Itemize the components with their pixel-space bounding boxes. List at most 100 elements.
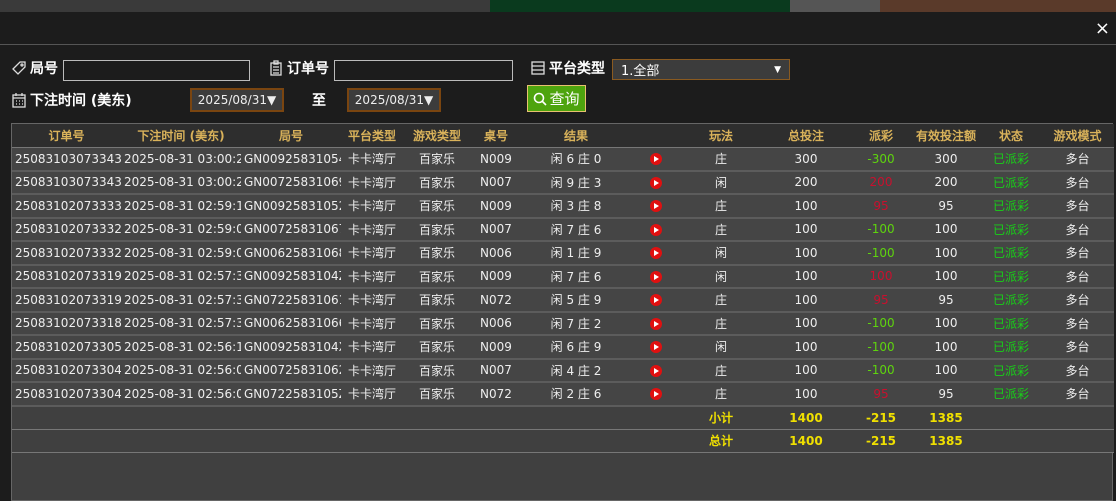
total-cell xyxy=(631,429,681,453)
round-id-cell: GN00625831068 xyxy=(241,241,341,266)
close-icon[interactable]: × xyxy=(1094,18,1110,39)
payout-cell: -100 xyxy=(851,241,911,266)
platform-cell: 卡卡湾厅 xyxy=(341,358,403,383)
game-mode-cell: 多台 xyxy=(1041,170,1114,195)
order-id-cell: 250831020733042 xyxy=(12,382,121,407)
result-cell: 闲 5 庄 9 xyxy=(521,288,631,313)
bet-time-cell: 2025-08-31 02:59:07 xyxy=(121,217,241,242)
total-bet-cell: 100 xyxy=(761,264,851,289)
game-type-cell: 百家乐 xyxy=(403,194,471,219)
play-video-icon[interactable] xyxy=(650,176,662,189)
query-button[interactable]: 查询 xyxy=(527,85,586,112)
play-video-icon[interactable] xyxy=(650,270,662,283)
total-bet-cell: 100 xyxy=(761,335,851,360)
play-video-icon[interactable] xyxy=(650,247,662,260)
table-row: 250831020733191 2025-08-31 02:57:32 GN0722… xyxy=(12,288,1114,313)
order-id-cell: 250831020733055 xyxy=(12,335,121,360)
total-bet-cell: 200 xyxy=(761,170,851,195)
play-video-icon[interactable] xyxy=(650,153,662,165)
total-cell xyxy=(241,429,341,453)
valid-bet-cell: 100 xyxy=(911,335,981,360)
bet-type-cell: 庄 xyxy=(681,311,761,336)
play-video-icon[interactable] xyxy=(650,364,662,377)
play-video-icon[interactable] xyxy=(650,317,662,330)
status-cell: 已派彩 xyxy=(981,170,1041,195)
replay-cell xyxy=(631,147,681,172)
game-type-cell: 百家乐 xyxy=(403,382,471,407)
status-cell: 已派彩 xyxy=(981,358,1041,383)
order-id-cell: 250831020733044 xyxy=(12,358,121,383)
total-bet-cell: 100 xyxy=(761,311,851,336)
round-input[interactable] xyxy=(63,60,250,81)
result-cell: 闲 6 庄 0 xyxy=(521,147,631,172)
subtotal-cell: -215 xyxy=(851,405,911,430)
payout-cell: -100 xyxy=(851,358,911,383)
date-to-picker[interactable]: 2025/08/31▼ xyxy=(347,88,441,112)
round-id-cell: GN00925831054 xyxy=(241,147,341,172)
platform-cell: 卡卡湾厅 xyxy=(341,382,403,407)
result-cell: 闲 9 庄 3 xyxy=(521,170,631,195)
bet-type-cell: 闲 xyxy=(681,170,761,195)
result-cell: 闲 6 庄 9 xyxy=(521,335,631,360)
status-cell: 已派彩 xyxy=(981,335,1041,360)
round-label: 局号 xyxy=(11,58,58,78)
payout-cell: -300 xyxy=(851,147,911,172)
game-type-cell: 百家乐 xyxy=(403,264,471,289)
table-row: 250831020733325 2025-08-31 02:59:07 GN0072… xyxy=(12,217,1114,242)
game-mode-cell: 多台 xyxy=(1041,147,1114,172)
result-cell: 闲 3 庄 8 xyxy=(521,194,631,219)
table-no-cell: N009 xyxy=(471,264,521,289)
column-header: 总投注 xyxy=(761,124,851,148)
date-from-picker[interactable]: 2025/08/31▼ xyxy=(190,88,284,112)
replay-cell xyxy=(631,241,681,266)
valid-bet-cell: 95 xyxy=(911,288,981,313)
bet-time-cell: 2025-08-31 02:59:05 xyxy=(121,241,241,266)
status-cell: 已派彩 xyxy=(981,288,1041,313)
platform-select[interactable]: 1.全部 ▼ xyxy=(612,59,790,80)
table-row: 250831020733330 2025-08-31 02:59:10 GN0092… xyxy=(12,194,1114,219)
play-video-icon[interactable] xyxy=(650,294,662,307)
total-cell: 1400 xyxy=(761,429,851,453)
table-no-cell: N007 xyxy=(471,358,521,383)
subtotal-cell xyxy=(521,405,631,430)
column-header: 有效投注额 xyxy=(911,124,981,148)
payout-cell: 95 xyxy=(851,194,911,219)
platform-cell: 卡卡湾厅 xyxy=(341,194,403,219)
valid-bet-cell: 200 xyxy=(911,170,981,195)
bet-time-cell: 2025-08-31 02:57:30 xyxy=(121,311,241,336)
play-video-icon[interactable] xyxy=(650,223,662,236)
table-no-cell: N009 xyxy=(471,194,521,219)
subtotal-cell xyxy=(631,405,681,430)
bet-type-cell: 闲 xyxy=(681,335,761,360)
total-bet-cell: 100 xyxy=(761,358,851,383)
game-mode-cell: 多台 xyxy=(1041,311,1114,336)
subtotal-cell xyxy=(1041,405,1114,430)
play-video-icon[interactable] xyxy=(650,388,662,401)
game-type-cell: 百家乐 xyxy=(403,241,471,266)
bet-time-cell: 2025-08-31 02:57:34 xyxy=(121,264,241,289)
game-mode-cell: 多台 xyxy=(1041,335,1114,360)
bet-time-cell: 2025-08-31 03:00:25 xyxy=(121,147,241,172)
column-header: 局号 xyxy=(241,124,341,148)
result-cell: 闲 2 庄 6 xyxy=(521,382,631,407)
column-header: 派彩 xyxy=(851,124,911,148)
replay-cell xyxy=(631,170,681,195)
play-video-icon[interactable] xyxy=(650,200,662,213)
column-header: 游戏类型 xyxy=(403,124,471,148)
subtotal-cell xyxy=(12,405,121,430)
table-row: 250831020733323 2025-08-31 02:59:05 GN0062… xyxy=(12,241,1114,266)
table-row: 250831030733434 2025-08-31 03:00:23 GN0072… xyxy=(12,170,1114,195)
replay-cell xyxy=(631,311,681,336)
platform-cell: 卡卡湾厅 xyxy=(341,264,403,289)
order-input[interactable] xyxy=(334,60,513,81)
platform-cell: 卡卡湾厅 xyxy=(341,311,403,336)
order-id-cell: 250831030733434 xyxy=(12,170,121,195)
replay-cell xyxy=(631,358,681,383)
play-video-icon[interactable] xyxy=(650,341,662,354)
game-mode-cell: 多台 xyxy=(1041,217,1114,242)
bet-time-cell: 2025-08-31 02:59:10 xyxy=(121,194,241,219)
platform-cell: 卡卡湾厅 xyxy=(341,217,403,242)
total-cell: 总计 xyxy=(681,429,761,453)
subtotal-cell xyxy=(403,405,471,430)
calendar-icon xyxy=(12,93,26,108)
